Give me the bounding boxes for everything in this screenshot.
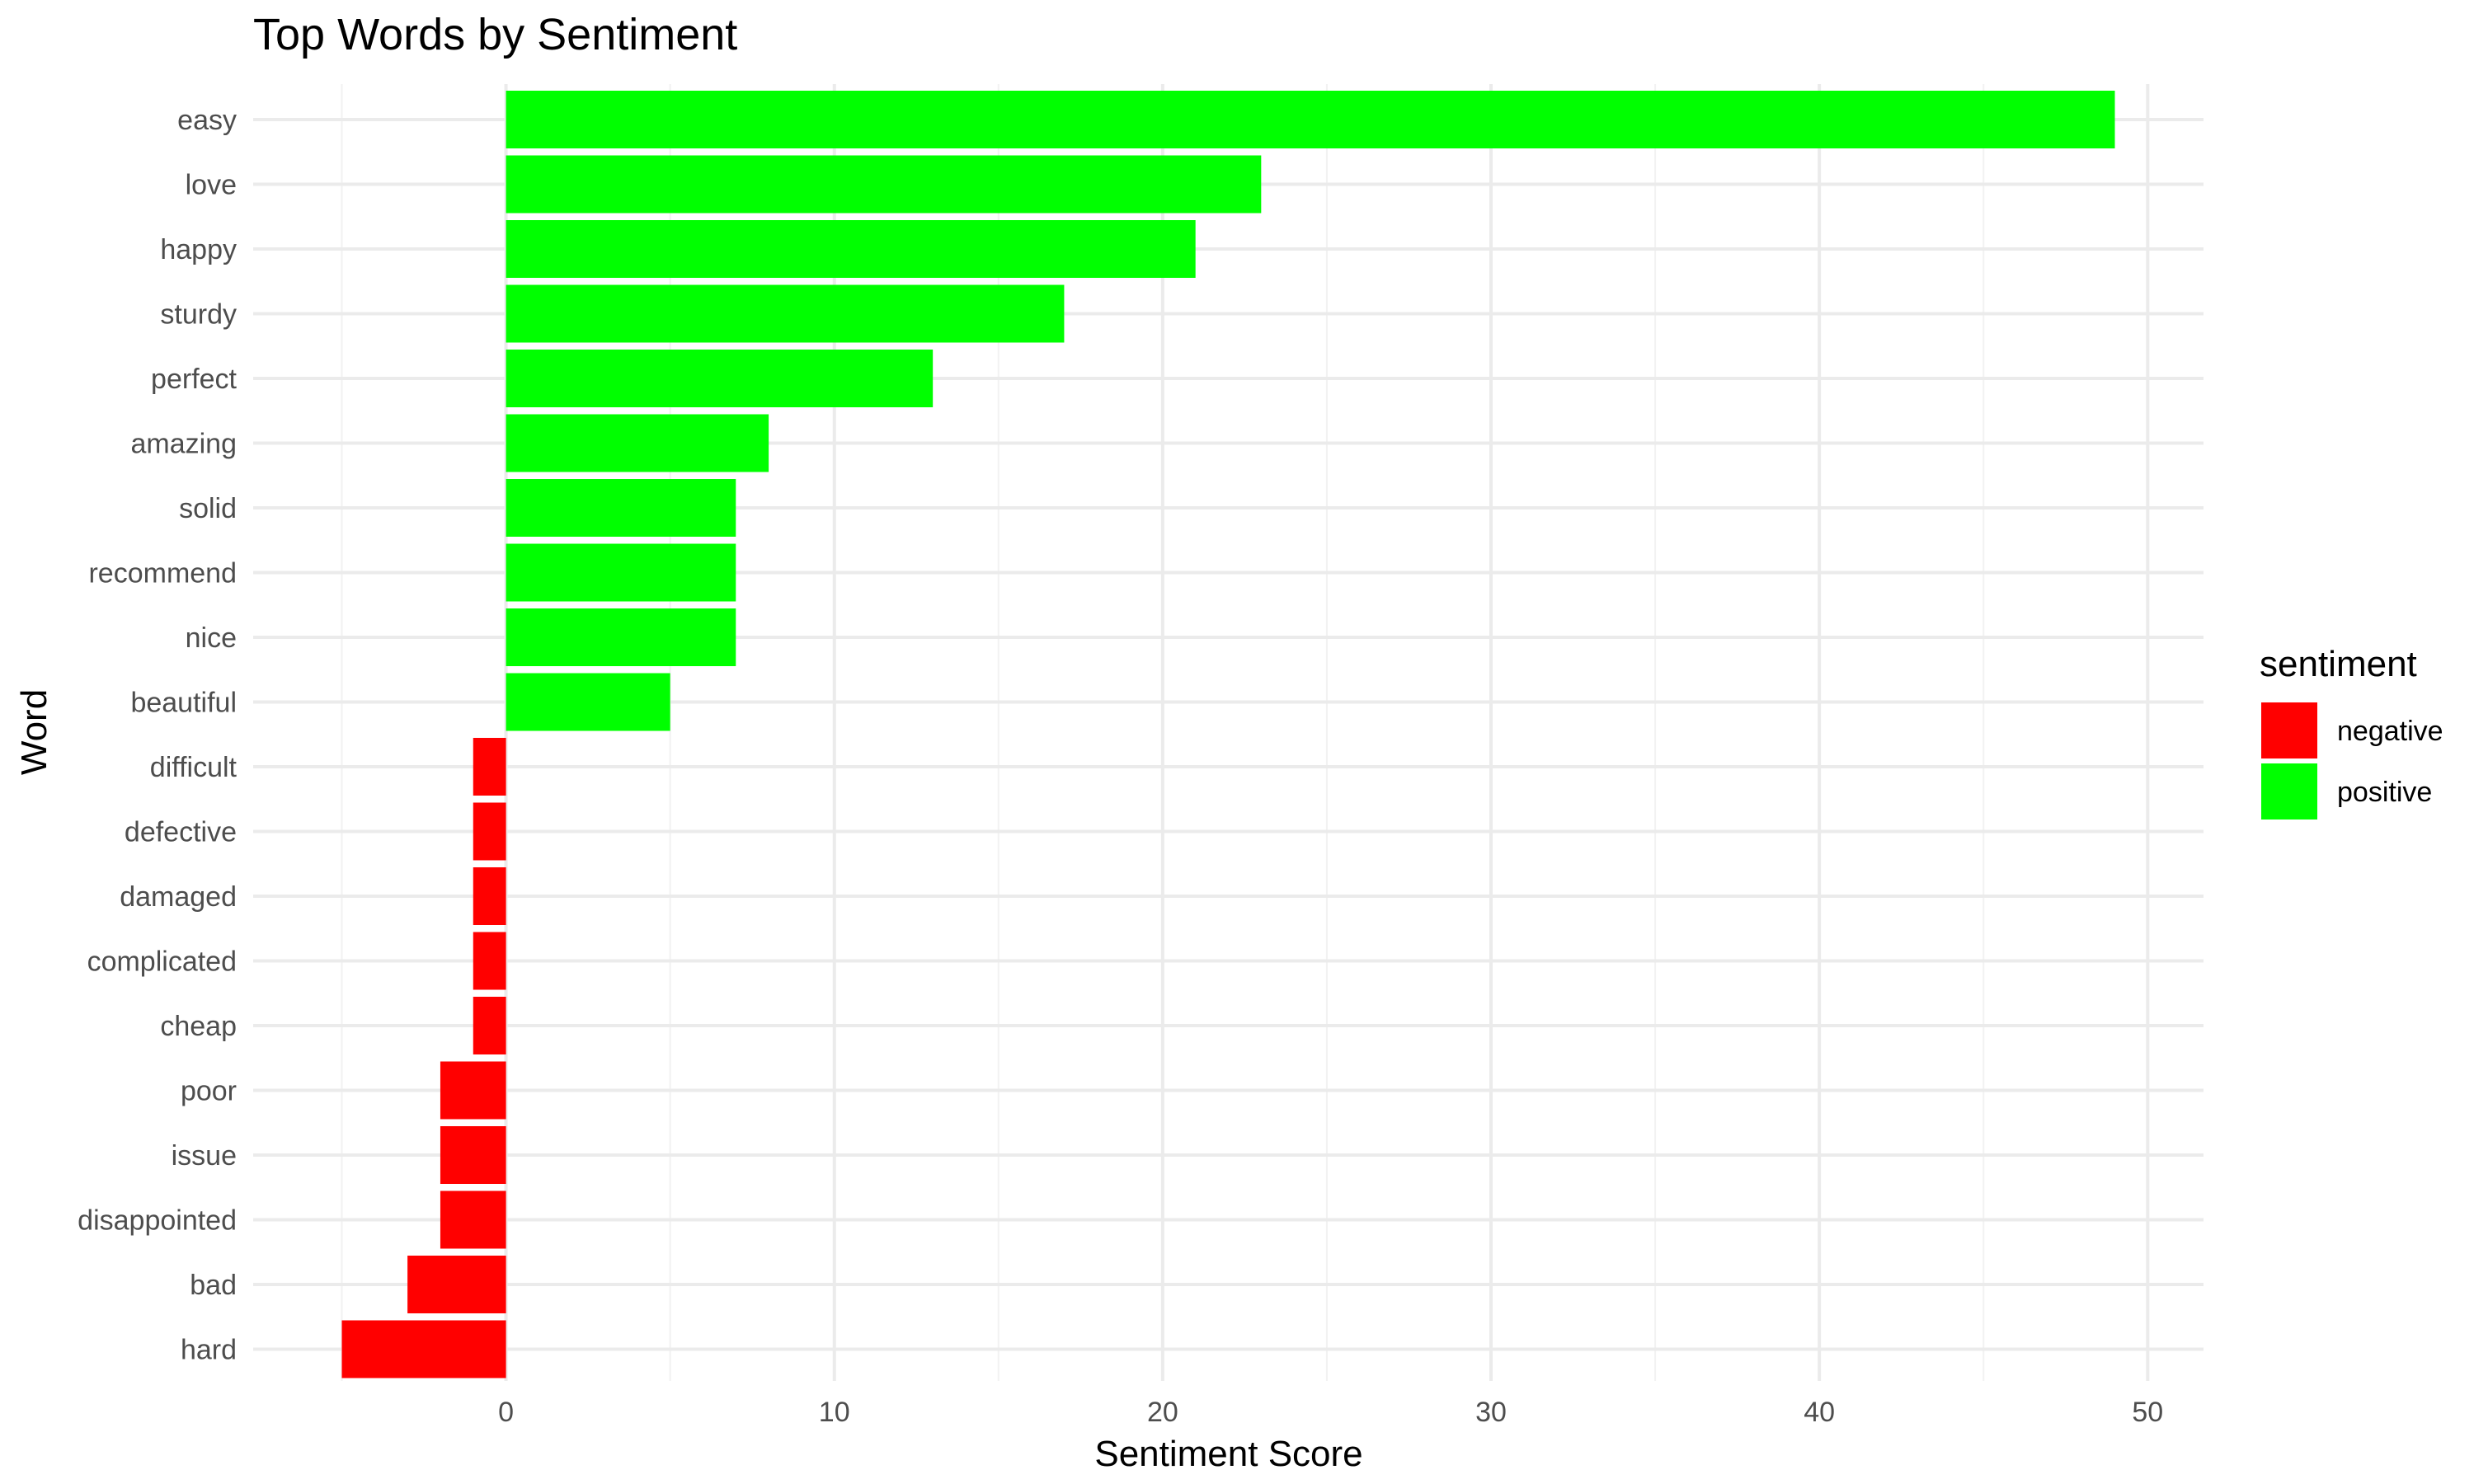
legend-label-positive: positive <box>2337 777 2432 808</box>
bar-easy <box>506 91 2115 148</box>
y-tick-label-love: love <box>186 170 237 201</box>
bar-complicated <box>473 932 506 990</box>
y-tick-label-defective: defective <box>125 817 237 848</box>
y-tick-label-cheap: cheap <box>160 1011 237 1042</box>
bar-damaged <box>473 867 506 925</box>
x-tick-label: 20 <box>1147 1397 1178 1428</box>
legend: sentiment negative positive <box>2260 644 2443 819</box>
y-tick-label-poor: poor <box>181 1076 237 1107</box>
gridlines <box>253 84 2204 1381</box>
y-axis-title: Word <box>14 689 54 775</box>
y-tick-label-damaged: damaged <box>120 881 237 913</box>
y-tick-label-perfect: perfect <box>151 364 237 395</box>
y-tick-label-sturdy: sturdy <box>160 299 237 331</box>
y-tick-label-hard: hard <box>181 1335 237 1366</box>
x-axis-title: Sentiment Score <box>1094 1434 1362 1474</box>
y-tick-label-complicated: complicated <box>87 946 237 978</box>
bar-perfect <box>506 350 934 407</box>
y-tick-label-issue: issue <box>172 1140 237 1172</box>
bars <box>341 91 2115 1378</box>
bar-beautiful <box>506 673 670 731</box>
bar-hard <box>341 1320 506 1378</box>
legend-key-negative <box>2261 702 2317 758</box>
bar-disappointed <box>440 1190 506 1249</box>
y-tick-label-amazing: amazing <box>130 429 237 460</box>
bar-defective <box>473 802 506 861</box>
bar-bad <box>407 1256 506 1313</box>
y-tick-label-beautiful: beautiful <box>130 688 237 719</box>
legend-key-positive <box>2261 763 2317 819</box>
y-tick-label-nice: nice <box>186 622 237 654</box>
x-tick-label: 10 <box>819 1397 850 1428</box>
y-tick-label-bad: bad <box>190 1270 237 1301</box>
bar-recommend <box>506 543 736 602</box>
y-tick-label-easy: easy <box>177 105 237 136</box>
bar-love <box>506 155 1262 214</box>
bar-amazing <box>506 414 769 472</box>
bar-difficult <box>473 738 506 796</box>
bar-nice <box>506 608 736 666</box>
bar-solid <box>506 479 736 537</box>
bar-issue <box>440 1126 506 1184</box>
legend-title: sentiment <box>2260 644 2417 684</box>
x-tick-label: 30 <box>1475 1397 1507 1428</box>
bar-happy <box>506 220 1196 278</box>
legend-label-negative: negative <box>2337 716 2443 747</box>
y-tick-label-solid: solid <box>179 493 237 524</box>
y-tick-label-disappointed: disappointed <box>78 1205 237 1237</box>
x-tick-labels: 0 10 20 30 40 50 <box>498 1397 2163 1428</box>
x-tick-label: 50 <box>2132 1397 2163 1428</box>
x-tick-label: 40 <box>1804 1397 1835 1428</box>
bar-poor <box>440 1061 506 1120</box>
y-tick-labels: easy love happy sturdy perfect amazing solid re… <box>78 105 237 1366</box>
y-tick-label-recommend: recommend <box>88 558 237 589</box>
x-tick-label: 0 <box>498 1397 514 1428</box>
y-tick-label-difficult: difficult <box>150 752 238 783</box>
bar-sturdy <box>506 284 1065 343</box>
y-tick-label-happy: happy <box>160 234 237 265</box>
chart-title: Top Words by Sentiment <box>253 10 737 59</box>
bar-cheap <box>473 997 506 1054</box>
